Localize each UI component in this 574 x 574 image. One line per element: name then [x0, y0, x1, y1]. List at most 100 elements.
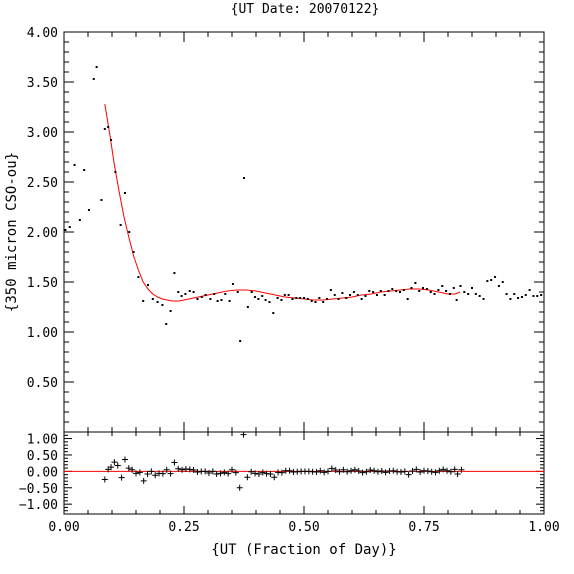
residual-point	[240, 431, 247, 438]
data-point	[536, 295, 539, 297]
data-point	[299, 297, 302, 299]
residual-point	[121, 456, 128, 463]
data-point	[368, 290, 371, 292]
data-point	[220, 299, 223, 301]
residual-panel: 1.000.500.00 −0.50−1.00	[19, 431, 545, 515]
residual-point	[359, 469, 366, 476]
residual-point	[405, 471, 412, 478]
data-point	[437, 289, 440, 291]
main-y-tick-label: 3.00	[27, 126, 58, 141]
x-axis-title: {UT (Fraction of Day)}	[211, 542, 396, 558]
data-point	[128, 231, 131, 233]
residual-ytick-labels: 1.000.500.00 −0.50−1.00	[19, 433, 58, 514]
data-point	[209, 298, 212, 300]
x-tick-label: 1.00	[528, 520, 559, 535]
data-point	[204, 294, 207, 296]
data-point	[333, 294, 336, 296]
data-point	[501, 281, 504, 283]
residual-point	[332, 467, 339, 474]
residual-point	[458, 466, 465, 473]
data-point	[459, 285, 462, 287]
data-point	[239, 340, 242, 342]
residual-point	[367, 467, 374, 474]
data-point	[287, 294, 290, 296]
data-point	[341, 292, 344, 294]
data-point	[486, 280, 489, 282]
residual-point	[351, 466, 358, 473]
residual-y-tick-label: −0.50	[19, 482, 58, 497]
data-point	[387, 290, 390, 292]
residual-point	[336, 468, 343, 475]
data-point	[224, 293, 227, 295]
data-point	[283, 294, 286, 296]
data-point	[213, 293, 216, 295]
data-point	[243, 177, 245, 179]
residual-point	[428, 468, 435, 475]
residual-point	[111, 459, 118, 466]
data-point	[180, 295, 183, 297]
data-point	[414, 282, 417, 284]
main-panel: 0.50 1.00 1.50 2.00 2.50 3.00 3.50 4.00	[27, 26, 545, 433]
data-point	[192, 291, 195, 293]
data-point	[474, 293, 477, 295]
data-point	[236, 291, 239, 293]
x-tick-label: 0.00	[48, 520, 79, 535]
data-point	[318, 297, 321, 299]
residual-point	[325, 468, 331, 475]
residual-point	[163, 466, 170, 473]
data-point	[156, 301, 159, 303]
residual-point	[136, 469, 143, 476]
data-point	[433, 293, 436, 295]
residual-point	[190, 467, 197, 474]
residual-point	[148, 468, 155, 475]
data-point	[364, 295, 367, 297]
data-point	[161, 304, 164, 306]
x-tick-label: 0.25	[168, 520, 199, 535]
residual-point	[229, 466, 235, 473]
data-point	[142, 300, 145, 302]
data-point	[322, 301, 325, 303]
data-point	[494, 276, 497, 278]
residual-point	[413, 466, 420, 473]
data-points-layer	[64, 66, 543, 342]
residual-point	[436, 467, 443, 474]
fit-curve-layer	[104, 103, 461, 302]
residual-point	[355, 468, 362, 475]
data-point	[216, 300, 219, 302]
data-point	[119, 224, 122, 226]
residual-point	[397, 469, 404, 476]
residual-point	[313, 469, 320, 476]
residual-point	[186, 466, 193, 473]
data-point	[528, 289, 531, 291]
residual-point	[378, 468, 385, 475]
residual-points-layer	[101, 431, 465, 491]
data-point	[103, 128, 106, 130]
residual-point	[118, 474, 125, 481]
residual-point	[451, 466, 458, 473]
data-point	[268, 301, 271, 303]
residual-point	[409, 468, 416, 475]
data-point	[110, 139, 113, 141]
residual-point	[444, 467, 451, 474]
residual-point	[271, 474, 278, 481]
data-point	[280, 299, 283, 301]
data-point	[246, 306, 249, 308]
data-point	[395, 290, 398, 292]
residual-point	[348, 467, 355, 474]
residual-point	[125, 465, 132, 472]
data-point	[379, 290, 382, 292]
data-point	[264, 299, 267, 301]
data-point	[123, 192, 126, 194]
data-point	[402, 289, 405, 291]
data-point	[310, 300, 313, 302]
residual-point	[374, 468, 381, 475]
main-y-tick-label: 4.00	[27, 26, 58, 41]
data-point	[329, 289, 332, 291]
residual-point	[209, 468, 216, 475]
data-point	[257, 298, 260, 300]
residual-point	[363, 468, 370, 475]
data-point	[165, 323, 168, 325]
main-y-tick-label: 3.50	[27, 76, 58, 91]
data-point	[254, 296, 257, 298]
